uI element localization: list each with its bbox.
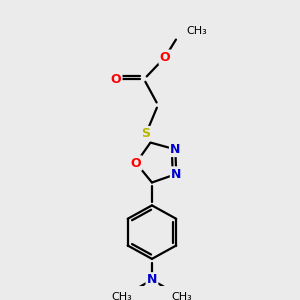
Text: CH₃: CH₃ — [112, 292, 132, 300]
Text: S: S — [142, 127, 151, 140]
Text: CH₃: CH₃ — [186, 26, 207, 36]
Text: O: O — [160, 51, 170, 64]
Text: O: O — [131, 157, 141, 169]
Text: N: N — [147, 273, 157, 286]
Text: N: N — [170, 143, 181, 156]
Text: O: O — [111, 73, 121, 86]
Text: CH₃: CH₃ — [172, 292, 192, 300]
Text: N: N — [171, 167, 181, 181]
